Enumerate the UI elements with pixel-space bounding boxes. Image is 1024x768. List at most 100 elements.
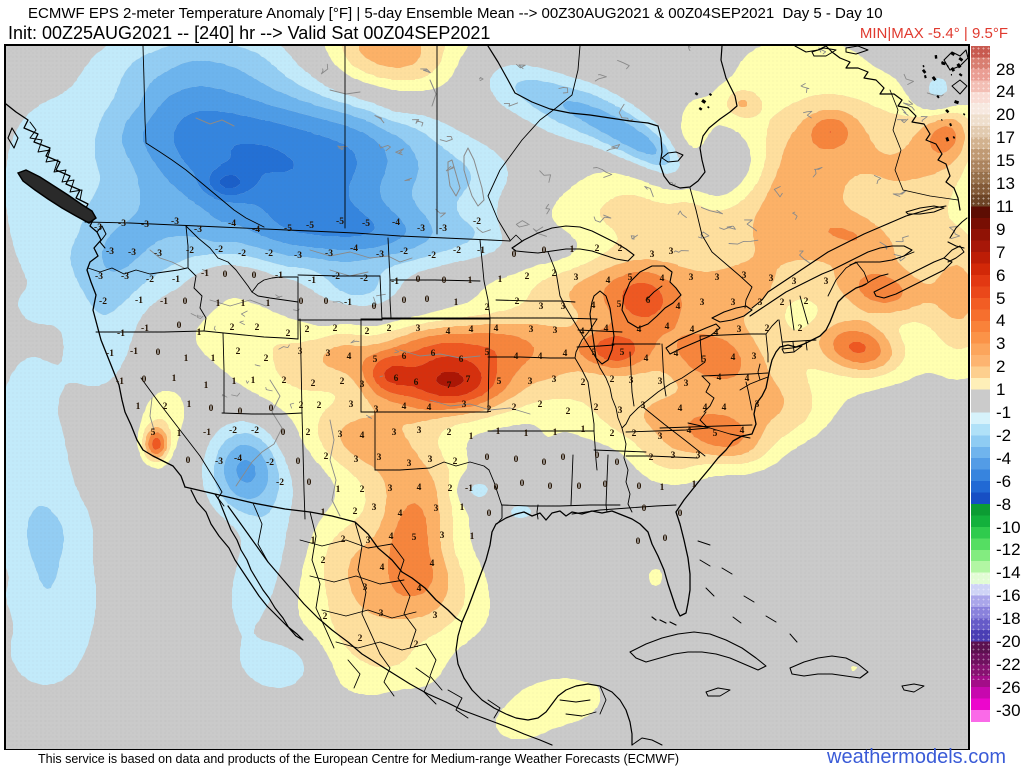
svg-text:4: 4 — [678, 404, 683, 414]
svg-text:4: 4 — [563, 349, 568, 359]
svg-text:2: 2 — [566, 407, 571, 417]
svg-text:0: 0 — [416, 275, 421, 285]
svg-text:0: 0 — [642, 504, 647, 514]
svg-text:3: 3 — [433, 611, 438, 621]
svg-text:3: 3 — [824, 277, 829, 287]
svg-text:4: 4 — [380, 563, 385, 573]
svg-text:4: 4 — [606, 276, 611, 286]
svg-text:2: 2 — [618, 244, 623, 254]
svg-text:1: 1 — [468, 276, 473, 286]
svg-text:5: 5 — [412, 533, 417, 543]
svg-text:0: 0 — [577, 482, 582, 492]
svg-text:1: 1 — [211, 354, 216, 364]
svg-text:-5: -5 — [284, 224, 292, 234]
svg-text:3: 3 — [360, 380, 365, 390]
svg-text:1: 1 — [204, 381, 209, 391]
svg-text:5: 5 — [373, 355, 378, 365]
svg-text:-2: -2 — [332, 272, 340, 282]
svg-text:2: 2 — [632, 429, 637, 439]
svg-text:0: 0 — [324, 297, 329, 307]
svg-text:0: 0 — [663, 534, 668, 544]
svg-text:1: 1 — [241, 299, 246, 309]
svg-text:2: 2 — [236, 347, 241, 357]
svg-text:3: 3 — [669, 247, 674, 257]
svg-text:4: 4 — [703, 403, 708, 413]
svg-text:-4: -4 — [392, 218, 400, 228]
svg-text:3: 3 — [417, 426, 422, 436]
svg-text:4: 4 — [722, 403, 727, 413]
svg-text:2: 2 — [323, 612, 328, 622]
svg-text:4: 4 — [389, 532, 394, 542]
svg-text:2: 2 — [365, 327, 370, 337]
svg-text:1: 1 — [187, 400, 192, 410]
svg-text:-2: -2 — [360, 274, 368, 284]
svg-text:1: 1 — [470, 532, 475, 542]
svg-text:4: 4 — [417, 483, 422, 493]
svg-text:2: 2 — [317, 401, 322, 411]
svg-text:-2: -2 — [99, 297, 107, 307]
svg-text:2: 2 — [255, 323, 260, 333]
svg-text:4: 4 — [417, 584, 422, 594]
svg-text:2: 2 — [453, 457, 458, 467]
svg-text:2: 2 — [765, 324, 770, 334]
svg-text:2: 2 — [448, 484, 453, 494]
svg-text:4: 4 — [674, 349, 679, 359]
svg-text:2: 2 — [798, 324, 803, 334]
svg-text:0: 0 — [615, 458, 620, 468]
svg-text:3: 3 — [326, 349, 331, 359]
svg-text:3: 3 — [696, 451, 701, 461]
svg-text:1: 1 — [660, 483, 665, 493]
svg-text:-4: -4 — [228, 219, 236, 229]
svg-text:6: 6 — [394, 374, 399, 384]
svg-text:1: 1 — [454, 298, 459, 308]
svg-text:-2: -2 — [473, 217, 481, 227]
svg-text:-3: -3 — [417, 224, 425, 234]
svg-text:1: 1 — [524, 429, 529, 439]
svg-text:-3: -3 — [128, 248, 136, 258]
svg-text:2: 2 — [282, 376, 287, 386]
svg-text:2: 2 — [649, 453, 654, 463]
svg-text:4: 4 — [644, 354, 649, 364]
svg-text:0: 0 — [223, 270, 228, 280]
svg-text:7: 7 — [466, 375, 471, 385]
svg-text:4: 4 — [676, 302, 681, 312]
svg-text:4: 4 — [731, 353, 736, 363]
svg-text:3: 3 — [731, 298, 736, 308]
svg-text:3: 3 — [758, 298, 763, 308]
svg-text:3: 3 — [658, 432, 663, 442]
svg-text:2: 2 — [286, 329, 291, 339]
svg-text:4: 4 — [398, 509, 403, 519]
svg-text:-4: -4 — [350, 244, 358, 254]
svg-text:3: 3 — [434, 504, 439, 514]
svg-text:3: 3 — [528, 377, 533, 387]
svg-text:1: 1 — [216, 299, 221, 309]
svg-text:2: 2 — [581, 378, 586, 388]
svg-text:6: 6 — [414, 378, 419, 388]
svg-text:0: 0 — [595, 451, 600, 461]
svg-text:2: 2 — [487, 405, 492, 415]
svg-text:-1: -1 — [116, 377, 124, 387]
svg-text:1: 1 — [469, 432, 474, 442]
svg-text:3: 3 — [552, 375, 557, 385]
svg-text:1: 1 — [553, 428, 558, 438]
svg-text:-3: -3 — [121, 272, 129, 282]
svg-text:3: 3 — [407, 459, 412, 469]
svg-text:2: 2 — [552, 269, 557, 279]
svg-text:4: 4 — [427, 403, 432, 413]
svg-text:3: 3 — [338, 430, 343, 440]
svg-text:3: 3 — [752, 352, 757, 362]
svg-text:4: 4 — [690, 325, 695, 335]
svg-text:4: 4 — [360, 431, 365, 441]
svg-text:3: 3 — [755, 400, 760, 410]
svg-text:3: 3 — [392, 428, 397, 438]
svg-text:-5: -5 — [306, 221, 314, 231]
svg-text:3: 3 — [561, 302, 566, 312]
svg-text:-3: -3 — [95, 272, 103, 282]
svg-text:1: 1 — [184, 354, 189, 364]
svg-text:-2: -2 — [428, 251, 436, 261]
svg-text:4: 4 — [402, 402, 407, 412]
svg-text:0: 0 — [520, 479, 525, 489]
svg-text:3: 3 — [428, 455, 433, 465]
svg-text:3: 3 — [742, 271, 747, 281]
svg-text:1: 1 — [251, 376, 256, 386]
